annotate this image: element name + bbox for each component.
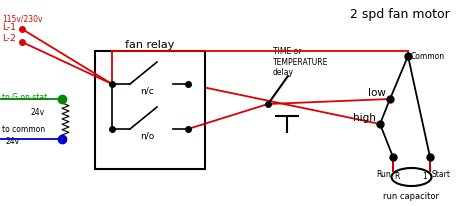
Text: 2 spd fan motor: 2 spd fan motor: [350, 8, 450, 21]
Text: n/c: n/c: [140, 87, 154, 96]
Text: 24v: 24v: [5, 136, 19, 145]
Text: to G on stat: to G on stat: [2, 92, 47, 102]
Text: Start: Start: [432, 169, 451, 178]
Ellipse shape: [392, 168, 431, 186]
Text: L-2: L-2: [2, 34, 16, 43]
Text: low: low: [368, 88, 386, 97]
Text: L-1: L-1: [2, 23, 16, 32]
Text: R: R: [394, 172, 399, 181]
Text: to common: to common: [2, 124, 45, 133]
Text: high: high: [353, 112, 376, 122]
Text: 115v/230v: 115v/230v: [2, 14, 43, 23]
Text: run capacitor: run capacitor: [383, 191, 439, 200]
Text: Run: Run: [376, 169, 391, 178]
Text: TIME or
TEMPERATURE
delay: TIME or TEMPERATURE delay: [273, 47, 328, 77]
Text: 1: 1: [422, 172, 427, 181]
Text: n/o: n/o: [140, 131, 154, 140]
Text: Common: Common: [411, 52, 445, 61]
Bar: [95, 52, 205, 169]
Text: 24v: 24v: [30, 108, 44, 116]
Text: fan relay: fan relay: [125, 40, 175, 50]
